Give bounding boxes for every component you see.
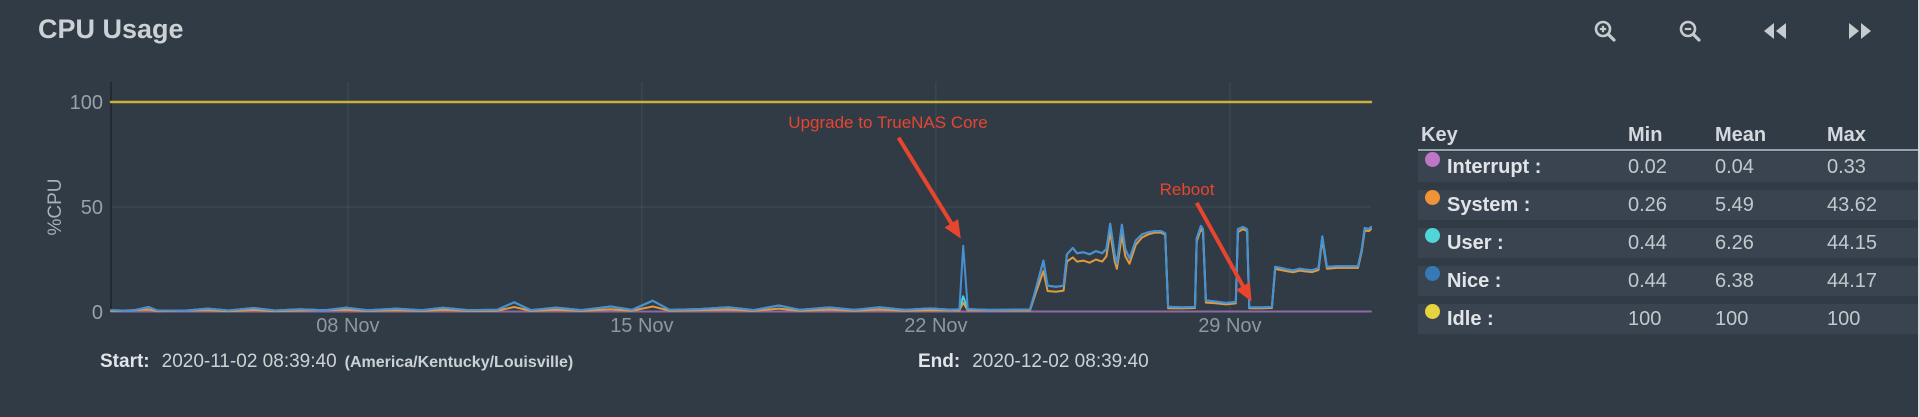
series-max: 44.17 <box>1827 270 1878 292</box>
series-color-dot <box>1425 304 1440 319</box>
annotation-arrow <box>896 136 961 239</box>
step-back-button[interactable] <box>1755 11 1795 51</box>
series-min: 0.26 <box>1628 194 1667 216</box>
zoom-out-button[interactable] <box>1670 11 1710 51</box>
legend-row-idle: Idle : 100 100 100 <box>1418 304 1920 334</box>
x-tick-label: 08 Nov <box>316 315 379 337</box>
series-mean: 6.26 <box>1715 232 1754 254</box>
series-mean: 5.49 <box>1715 194 1754 216</box>
legend-row-nice: Nice : 0.44 6.38 44.17 <box>1418 266 1920 296</box>
series-min: 0.44 <box>1628 232 1667 254</box>
y-tick-label: 0 <box>92 302 103 324</box>
y-tick-label: 100 <box>70 92 103 114</box>
annotation-text: Upgrade to TrueNAS Core <box>788 113 987 132</box>
series-line-nice <box>110 222 1372 312</box>
step-forward-button[interactable] <box>1840 11 1880 51</box>
series-line-user <box>110 222 1372 312</box>
series-min: 0.02 <box>1628 156 1667 178</box>
series-label: User : <box>1447 232 1504 254</box>
start-timezone: (America/Kentucky/Louisville) <box>344 354 574 371</box>
step-back-icon <box>1764 23 1786 39</box>
step-forward-icon <box>1849 23 1871 39</box>
zoom-in-icon <box>1594 20 1616 42</box>
legend-header-key: Key <box>1421 124 1458 146</box>
series-mean: 100 <box>1715 308 1749 330</box>
series-max: 43.62 <box>1827 194 1878 216</box>
zoom-out-icon <box>1679 20 1701 42</box>
series-min: 0.44 <box>1628 270 1667 292</box>
series-max: 100 <box>1827 308 1861 330</box>
zoom-in-button[interactable] <box>1585 11 1625 51</box>
time-range-footer: Start: 2020-11-02 08:39:40 (America/Kentuc… <box>0 351 1410 377</box>
legend-row-system: System : 0.26 5.49 43.62 <box>1418 190 1920 220</box>
end-label: End: <box>918 351 961 372</box>
scrollbar-edge[interactable] <box>1918 0 1920 417</box>
series-color-dot <box>1425 228 1440 243</box>
start-time: Start: 2020-11-02 08:39:40 (America/Kentuc… <box>100 351 573 373</box>
end-time: End: 2020-12-02 08:39:40 <box>918 351 1149 373</box>
series-max: 44.15 <box>1827 232 1878 254</box>
series-label: Interrupt : <box>1447 156 1542 178</box>
end-value: 2020-12-02 08:39:40 <box>972 351 1149 372</box>
series-mean: 0.04 <box>1715 156 1754 178</box>
x-tick-label: 22 Nov <box>904 315 967 337</box>
series-label: System : <box>1447 194 1531 216</box>
legend-header-max: Max <box>1827 124 1866 146</box>
start-label: Start: <box>100 351 150 372</box>
chart-toolbar <box>1585 11 1880 51</box>
series-color-dot <box>1425 190 1440 205</box>
legend-header-min: Min <box>1628 124 1663 146</box>
page-title: CPU Usage <box>38 14 184 44</box>
y-tick-label: 50 <box>81 197 103 219</box>
legend-row-user: User : 0.44 6.26 44.15 <box>1418 228 1920 258</box>
y-axis-label: %CPU <box>45 178 66 235</box>
legend-table: Key Min Mean Max Interrupt : 0.02 0.04 0… <box>1418 0 1920 417</box>
x-tick-label: 15 Nov <box>610 315 673 337</box>
annotation-text: Reboot <box>1160 180 1215 199</box>
series-line-system <box>110 228 1372 313</box>
series-label: Nice : <box>1447 270 1502 292</box>
annotation-arrow <box>1194 201 1252 302</box>
series-label: Idle : <box>1447 308 1494 330</box>
legend-header-row: Key Min Mean Max <box>1418 124 1920 151</box>
x-tick-label: 29 Nov <box>1198 315 1261 337</box>
series-color-dot <box>1425 266 1440 281</box>
legend-row-interrupt: Interrupt : 0.02 0.04 0.33 <box>1418 152 1920 182</box>
start-value: 2020-11-02 08:39:40 <box>161 351 337 372</box>
series-min: 100 <box>1628 308 1662 330</box>
cpu-usage-chart[interactable]: 08 Nov 15 Nov 22 Nov 29 Nov 0 50 100 %CPU Upgrad… <box>20 70 1380 360</box>
series-max: 0.33 <box>1827 156 1866 178</box>
plot-canvas: 08 Nov 15 Nov 22 Nov 29 Nov 0 50 100 %CPU Upgrad… <box>45 82 1373 337</box>
series-color-dot <box>1425 152 1440 167</box>
series-mean: 6.38 <box>1715 270 1754 292</box>
legend-header-mean: Mean <box>1715 124 1767 146</box>
